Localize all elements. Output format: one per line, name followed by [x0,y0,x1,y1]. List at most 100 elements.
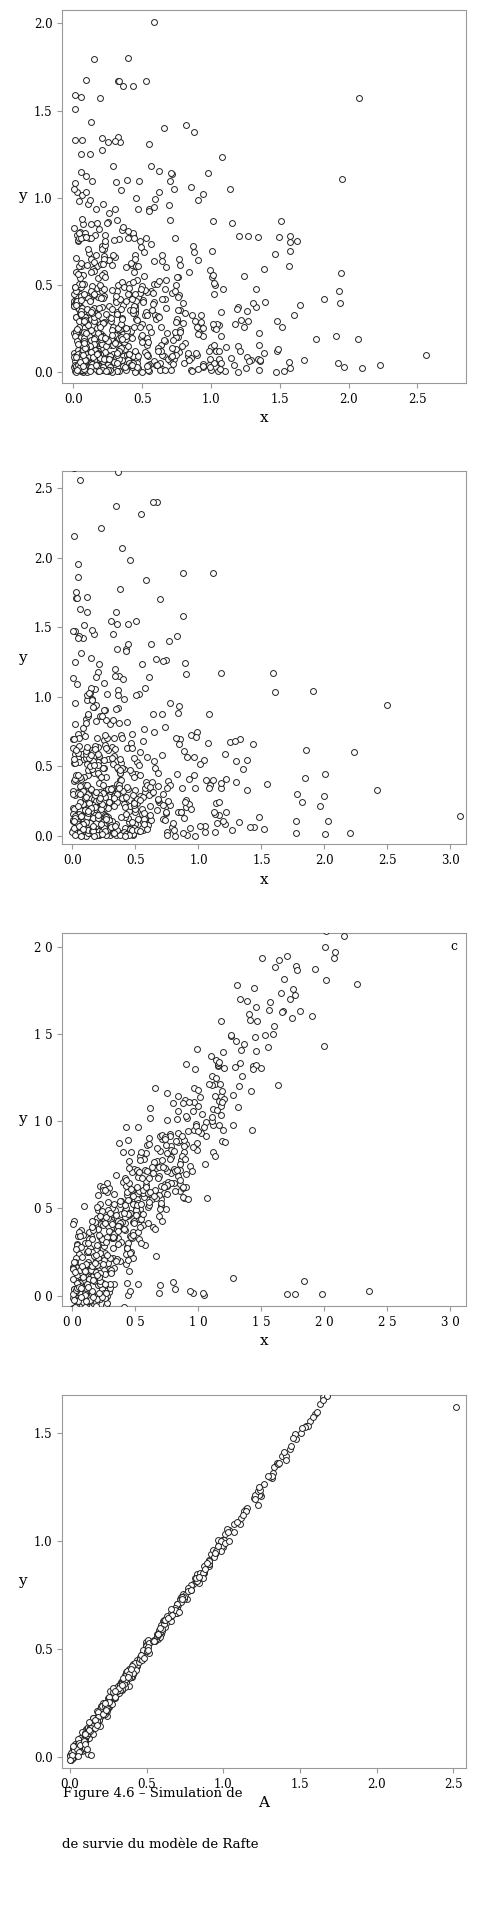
Point [172,333,180,364]
Point [80,1257,88,1288]
Point [88,1252,96,1282]
Point [142,1154,149,1185]
Point [103,804,110,834]
Point [84,808,92,838]
Point [196,1562,204,1593]
Point [112,286,120,316]
Point [161,1153,168,1183]
Point [113,813,121,844]
Point [181,1579,189,1610]
Point [234,291,241,322]
Point [150,192,157,223]
Point [145,312,153,343]
Point [109,314,117,345]
Point [221,1528,228,1558]
Point [140,714,148,745]
Point [124,223,132,253]
Point [77,280,84,311]
Point [71,1295,79,1326]
Point [97,1210,105,1240]
Point [162,293,170,324]
Point [129,341,137,371]
Point [120,754,128,785]
Point [309,676,317,707]
Point [131,356,138,387]
Point [85,320,93,351]
Point [88,349,96,379]
Point [75,730,83,760]
Point [79,1261,86,1292]
Point [133,1172,141,1202]
Point [179,600,187,631]
Point [112,341,120,371]
Point [122,286,130,316]
Point [161,341,168,371]
Point [128,1661,136,1692]
Point [114,65,121,95]
Point [158,354,166,385]
Point [183,743,191,773]
Point [79,802,86,832]
Point [135,166,143,196]
Point [72,735,80,766]
Point [93,1705,101,1735]
Point [106,1206,113,1236]
Point [129,1652,137,1682]
Point [134,341,142,371]
Point [208,261,216,291]
Point [163,251,170,282]
Point [220,1532,228,1562]
Point [213,309,220,339]
Point [177,295,184,326]
Point [84,701,92,732]
Point [122,1663,130,1694]
Point [197,320,204,351]
Point [174,1118,182,1149]
Point [95,307,103,337]
Point [112,1212,120,1242]
Point [135,1204,143,1234]
Point [137,1644,145,1674]
Point [318,1280,325,1311]
Point [74,549,82,579]
Point [77,819,84,850]
Point [433,758,441,789]
Point [83,1273,90,1303]
Point [136,781,144,812]
Point [186,345,193,375]
Point [193,1128,201,1158]
Point [113,299,120,330]
Point [77,223,85,253]
Point [72,1292,79,1322]
Text: c: c [451,941,457,952]
Point [96,354,103,385]
Point [71,1732,78,1762]
Point [83,596,91,627]
Point [70,291,78,322]
Point [100,745,108,775]
Point [145,1162,153,1193]
Point [117,126,124,156]
Point [102,1694,109,1724]
Point [306,1406,314,1436]
Point [116,764,124,794]
Point [161,354,169,385]
Point [71,1734,79,1764]
Point [115,322,122,352]
Point [77,299,85,330]
Point [82,735,89,766]
Point [118,303,126,333]
Point [157,1619,165,1650]
Point [87,326,95,356]
Point [205,1545,213,1575]
Point [128,322,136,352]
Point [84,699,92,730]
Point [88,1711,96,1741]
Point [441,737,448,768]
Point [214,1048,221,1078]
Point [103,1240,111,1271]
Point [319,1381,327,1412]
Point [115,1669,122,1699]
Point [101,261,108,291]
Point [154,770,161,800]
